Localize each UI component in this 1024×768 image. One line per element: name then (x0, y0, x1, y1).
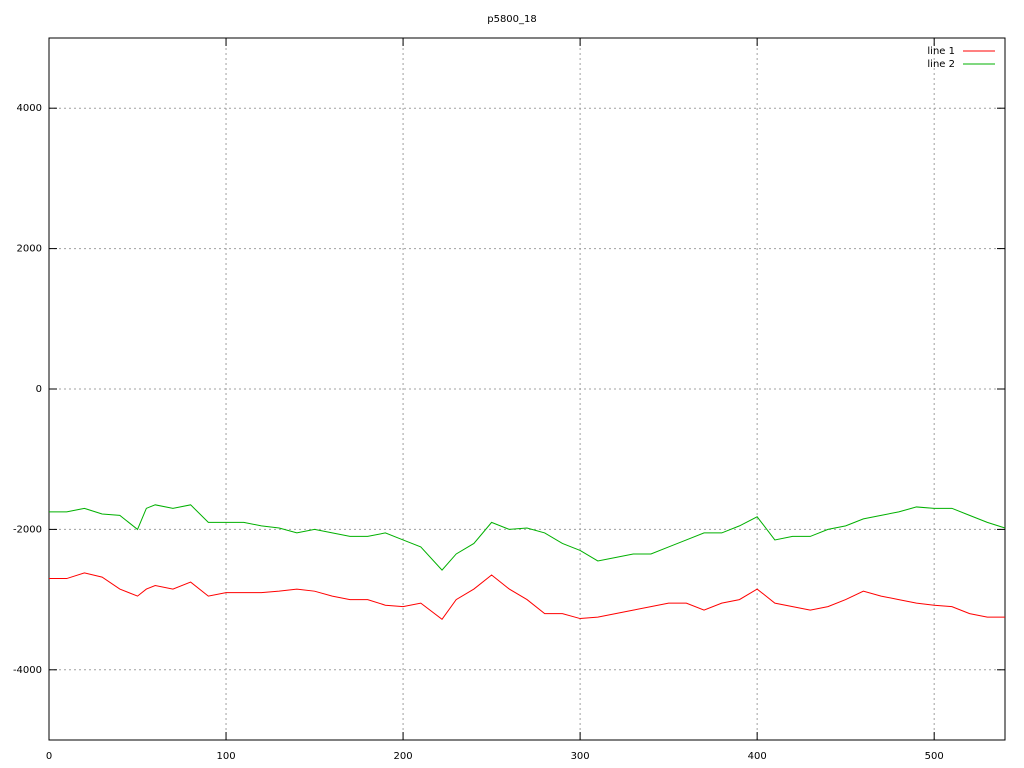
chart-title: p5800_18 (487, 14, 537, 25)
x-tick-label: 100 (216, 751, 235, 762)
data-line (49, 504, 1006, 571)
y-tick-label: 2000 (17, 244, 42, 255)
legend-label: line 2 (927, 59, 955, 70)
x-tick-label: 300 (571, 751, 590, 762)
y-tick-label: 0 (36, 384, 42, 395)
x-tick-label: 0 (46, 751, 52, 762)
data-line (49, 572, 1005, 620)
y-tick-label: -4000 (13, 665, 42, 676)
y-tick-label: -2000 (13, 524, 42, 535)
legend-label: line 1 (927, 46, 955, 57)
plot-frame (48, 37, 1006, 741)
x-tick-label: 500 (925, 751, 944, 762)
x-tick-label: 400 (748, 751, 767, 762)
y-tick-label: 4000 (17, 103, 42, 114)
x-tick-label: 200 (394, 751, 413, 762)
